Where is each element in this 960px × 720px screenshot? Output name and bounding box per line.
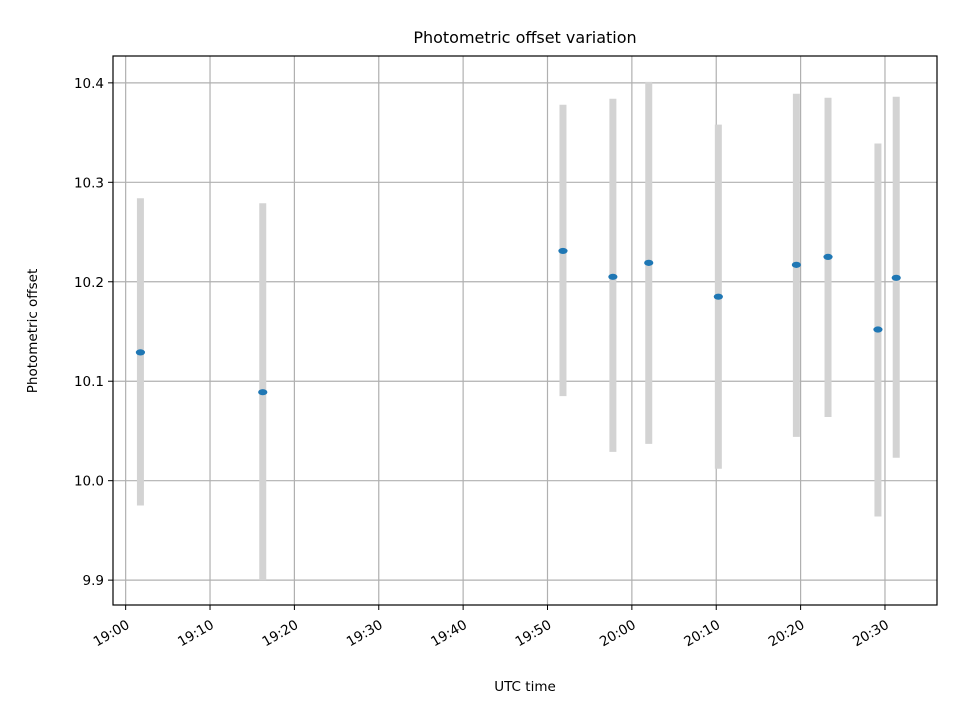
y-axis-ticks: 9.9 10.0 10.1 10.2 10.3 10.4 xyxy=(74,76,113,589)
x-tick-label: 20:00 xyxy=(597,617,639,650)
y-tick-label: 10.4 xyxy=(74,76,104,92)
grid xyxy=(113,56,937,605)
data-point xyxy=(823,253,833,261)
x-tick-label: 19:30 xyxy=(344,617,386,650)
x-tick-label: 20:10 xyxy=(681,617,723,650)
x-axis-ticks: 19:00 19:10 19:20 19:30 19:40 19:50 20:00 20:10… xyxy=(91,605,892,650)
x-tick-label: 20:20 xyxy=(766,617,808,650)
data-point xyxy=(258,389,268,396)
data-point xyxy=(891,274,901,281)
y-tick-label: 9.9 xyxy=(83,573,104,589)
y-tick-label: 10.2 xyxy=(74,275,104,291)
data-points xyxy=(135,247,901,396)
data-point xyxy=(135,349,146,356)
chart-title: Photometric offset variation xyxy=(413,28,636,47)
y-tick-label: 10.3 xyxy=(74,175,104,191)
data-point xyxy=(873,326,883,333)
data-point xyxy=(791,261,801,268)
data-point xyxy=(558,247,568,255)
x-tick-label: 19:50 xyxy=(513,617,555,650)
data-point xyxy=(713,293,723,300)
x-tick-label: 19:10 xyxy=(175,617,217,650)
y-tick-label: 10.0 xyxy=(74,474,104,490)
x-tick-label: 19:20 xyxy=(259,617,301,650)
x-tick-label: 20:30 xyxy=(850,617,892,650)
error-bars xyxy=(136,81,900,581)
x-axis-label: UTC time xyxy=(494,679,556,695)
plot-frame xyxy=(112,55,938,606)
y-axis-label: Photometric offset xyxy=(25,269,41,393)
x-tick-label: 19:00 xyxy=(91,617,133,650)
y-tick-label: 10.1 xyxy=(74,374,104,390)
data-point xyxy=(608,273,618,280)
x-tick-label: 19:40 xyxy=(428,617,470,650)
data-point xyxy=(644,259,654,266)
